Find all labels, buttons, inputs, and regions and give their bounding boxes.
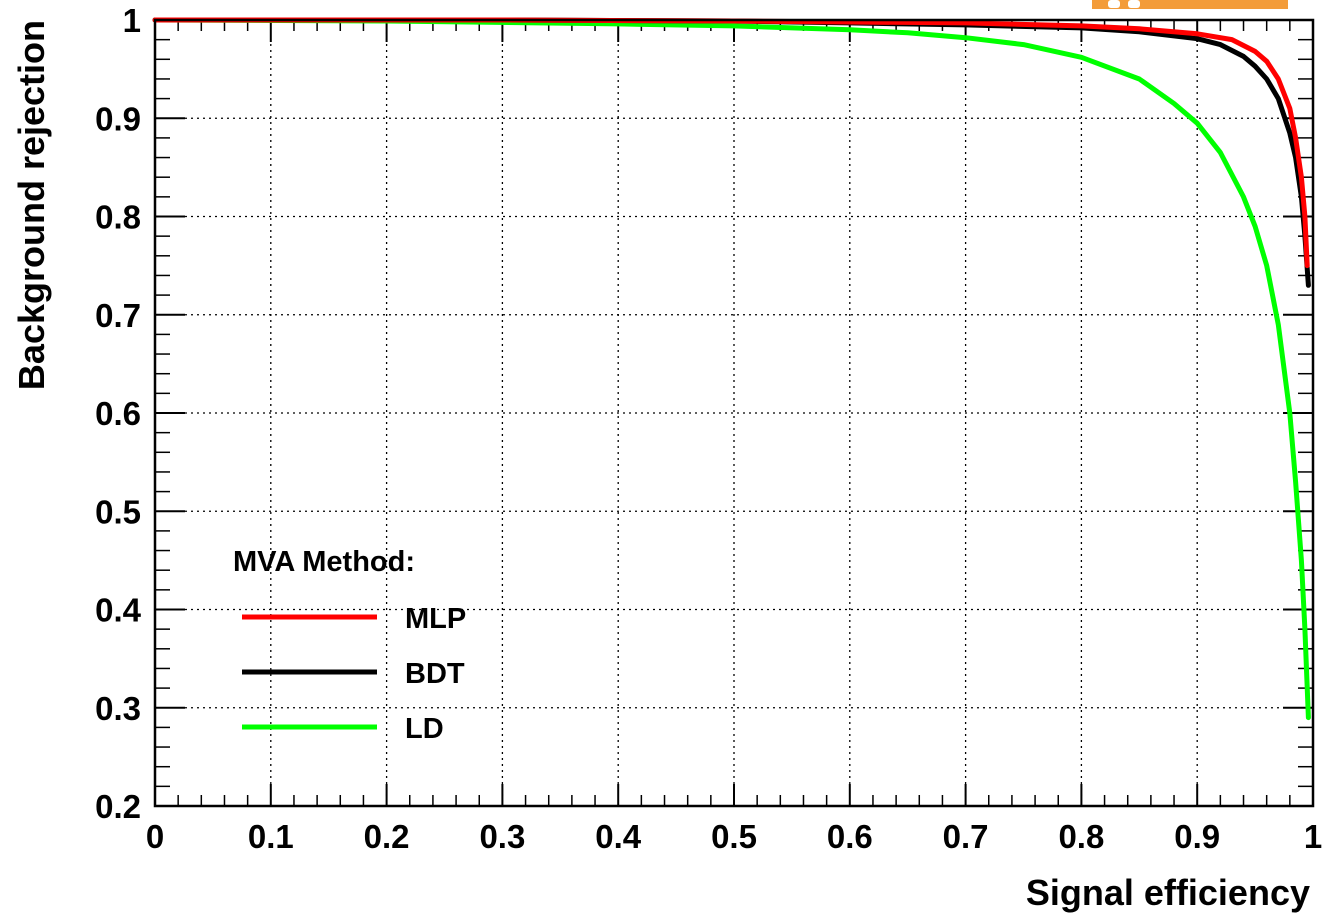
y-tick-label: 0.2 [95,788,141,825]
legend-label-mlp: MLP [405,603,466,635]
legend: MVA Method: MLP BDT LD [233,546,466,745]
y-tick-label: 1 [123,2,141,39]
y-tick-label: 0.9 [95,100,141,137]
y-axis-title: Background rejection [11,20,52,390]
y-tick-label: 0.8 [95,199,141,236]
x-tick-labels: 0 0.1 0.2 0.3 0.4 0.5 0.6 0.7 0.8 0.9 1 [146,818,1322,855]
x-tick-label: 0.4 [595,818,642,855]
x-axis-title: Signal efficiency [1026,872,1310,913]
series-line-mlp [152,17,1310,269]
x-tick-label: 0.1 [248,818,294,855]
x-tick-label: 0.8 [1058,818,1104,855]
y-tick-label: 0.4 [95,592,142,629]
x-tick-label: 0.9 [1174,818,1220,855]
grid-lines [155,20,1313,806]
plot-frame [153,18,1315,808]
x-tick-label: 0.3 [479,818,525,855]
x-tick-label: 0.7 [943,818,989,855]
y-tick-labels: 0.2 0.3 0.4 0.5 0.6 0.7 0.8 0.9 1 [95,2,142,825]
x-tick-label: 0.6 [827,818,873,855]
y-tick-label: 0.6 [95,395,141,432]
data-series [152,17,1311,721]
legend-label-ld: LD [405,713,444,745]
logo-fragment [1092,0,1288,9]
x-tick-label: 0.2 [364,818,410,855]
x-tick-label: 0.5 [711,818,757,855]
y-tick-label: 0.7 [95,297,141,334]
legend-label-bdt: BDT [405,658,465,690]
series-line-ld [152,17,1311,721]
y-tick-label: 0.5 [95,493,141,530]
legend-title: MVA Method: [233,546,415,578]
y-tick-label: 0.3 [95,690,141,727]
x-tick-label: 1 [1304,818,1322,855]
x-tick-label: 0 [146,818,164,855]
